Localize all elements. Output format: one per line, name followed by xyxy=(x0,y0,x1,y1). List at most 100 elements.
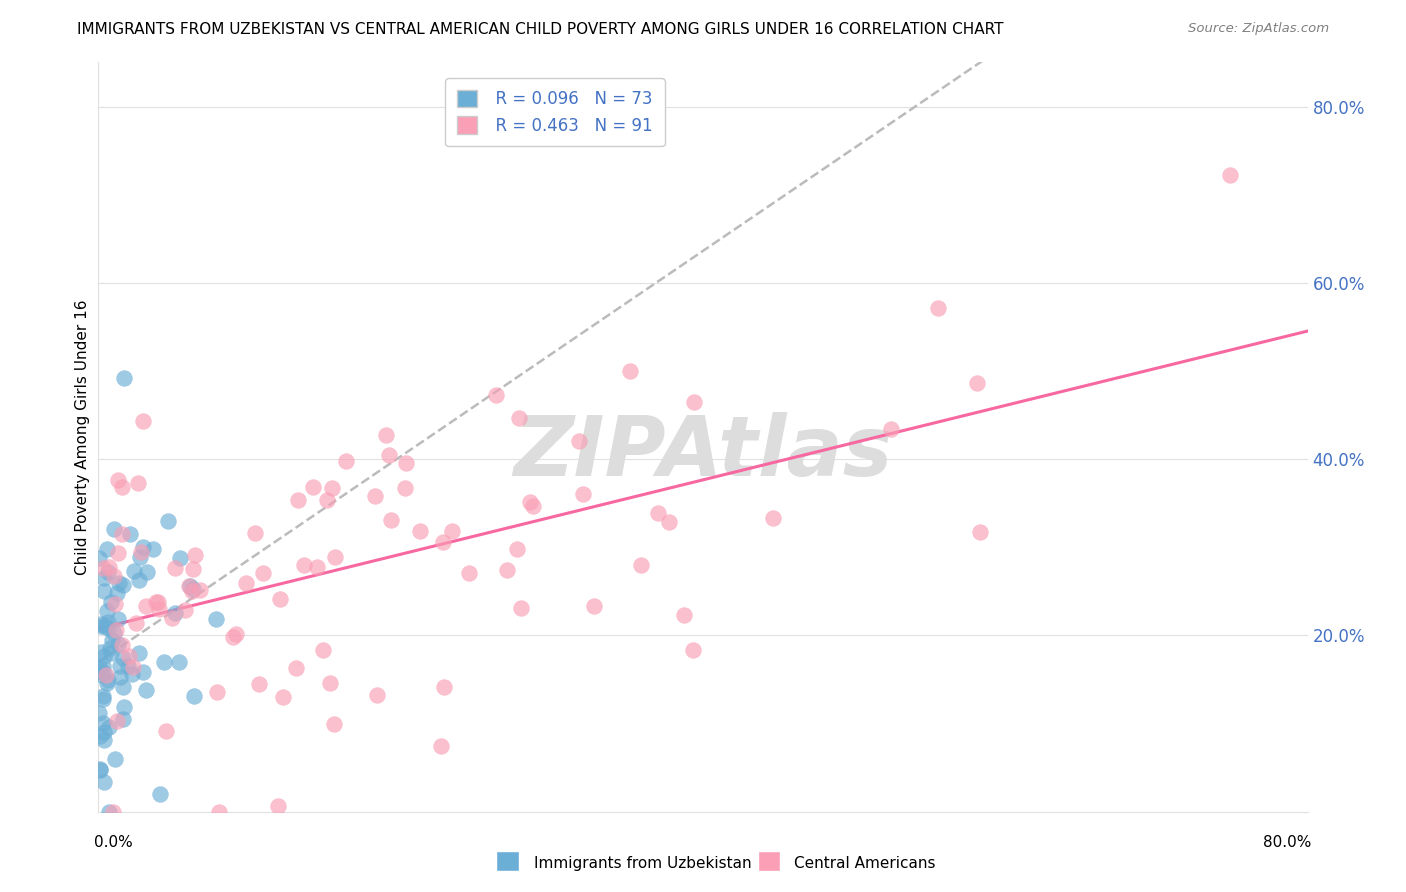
Point xyxy=(135,683,157,698)
Point xyxy=(149,787,172,801)
Point xyxy=(582,599,605,614)
Point xyxy=(432,535,454,549)
Point xyxy=(107,575,129,590)
Point xyxy=(111,480,134,494)
Point xyxy=(571,487,593,501)
Point xyxy=(1219,168,1241,182)
Point xyxy=(508,410,530,425)
Text: Immigrants from Uzbekistan: Immigrants from Uzbekistan xyxy=(534,856,752,871)
Point xyxy=(374,428,396,442)
Point xyxy=(121,667,143,681)
Point xyxy=(100,640,122,655)
Point xyxy=(105,714,128,728)
Point xyxy=(457,566,479,581)
Point xyxy=(169,656,191,670)
Point xyxy=(366,688,388,702)
Point xyxy=(103,522,125,536)
Point xyxy=(222,630,245,644)
Point xyxy=(762,511,785,525)
Point xyxy=(183,582,205,596)
Point xyxy=(568,434,591,448)
Point xyxy=(93,775,115,789)
Point xyxy=(89,616,111,631)
Text: 80.0%: 80.0% xyxy=(1264,836,1312,850)
Point xyxy=(284,661,307,675)
Point xyxy=(96,541,118,556)
Point xyxy=(129,550,152,565)
Point xyxy=(267,799,290,814)
Point xyxy=(97,565,120,579)
Point xyxy=(90,619,112,633)
Point xyxy=(91,560,114,574)
Point xyxy=(97,673,120,688)
Point xyxy=(323,716,346,731)
Point xyxy=(969,525,991,540)
Point xyxy=(112,578,135,592)
Point xyxy=(131,665,153,680)
Point xyxy=(112,651,135,665)
Point xyxy=(93,724,115,739)
Point xyxy=(673,608,696,623)
Point xyxy=(122,564,145,578)
Point xyxy=(91,689,114,703)
Point xyxy=(205,685,228,699)
Point xyxy=(179,579,201,593)
Point xyxy=(429,739,451,753)
Point xyxy=(89,660,111,674)
Point xyxy=(89,665,111,679)
Point xyxy=(111,526,134,541)
Point xyxy=(394,481,416,495)
Point xyxy=(104,597,127,611)
Point xyxy=(155,724,177,739)
Point xyxy=(378,449,401,463)
Text: Source: ZipAtlas.com: Source: ZipAtlas.com xyxy=(1188,22,1329,36)
Point xyxy=(380,513,402,527)
Point xyxy=(103,568,125,582)
Point xyxy=(252,566,274,580)
Point xyxy=(647,506,669,520)
Point xyxy=(630,558,652,572)
Y-axis label: Child Poverty Among Girls Under 16: Child Poverty Among Girls Under 16 xyxy=(75,300,90,574)
Point xyxy=(103,626,125,640)
Point xyxy=(148,602,170,616)
Point xyxy=(93,665,115,680)
Text: Central Americans: Central Americans xyxy=(794,856,936,871)
Point xyxy=(323,550,346,565)
Point xyxy=(682,643,704,657)
Point xyxy=(118,527,141,541)
Point xyxy=(619,364,641,378)
Point xyxy=(408,524,430,538)
Point xyxy=(243,526,266,541)
Point xyxy=(335,454,357,468)
Point xyxy=(87,706,110,720)
Point xyxy=(94,619,117,633)
Point xyxy=(880,421,903,435)
Point xyxy=(93,733,115,747)
Point xyxy=(117,659,139,673)
Point xyxy=(134,599,156,614)
Point xyxy=(301,480,323,494)
Point xyxy=(510,601,533,615)
Point xyxy=(163,561,186,575)
Point xyxy=(87,551,110,566)
Point xyxy=(97,805,120,819)
Point xyxy=(107,611,129,625)
Text: 0.0%: 0.0% xyxy=(94,836,134,850)
Point xyxy=(107,637,129,651)
Point xyxy=(105,586,128,600)
Point xyxy=(91,668,114,682)
Point xyxy=(108,670,131,684)
Point xyxy=(112,712,135,726)
Point xyxy=(89,729,111,743)
Point xyxy=(292,558,315,572)
Point xyxy=(506,541,529,556)
Point xyxy=(269,591,291,606)
Point xyxy=(363,489,385,503)
Point xyxy=(89,763,111,777)
Point xyxy=(683,394,706,409)
Point xyxy=(163,606,186,620)
Point xyxy=(156,514,179,528)
Point xyxy=(169,551,191,566)
Point xyxy=(247,677,270,691)
Point xyxy=(432,681,454,695)
